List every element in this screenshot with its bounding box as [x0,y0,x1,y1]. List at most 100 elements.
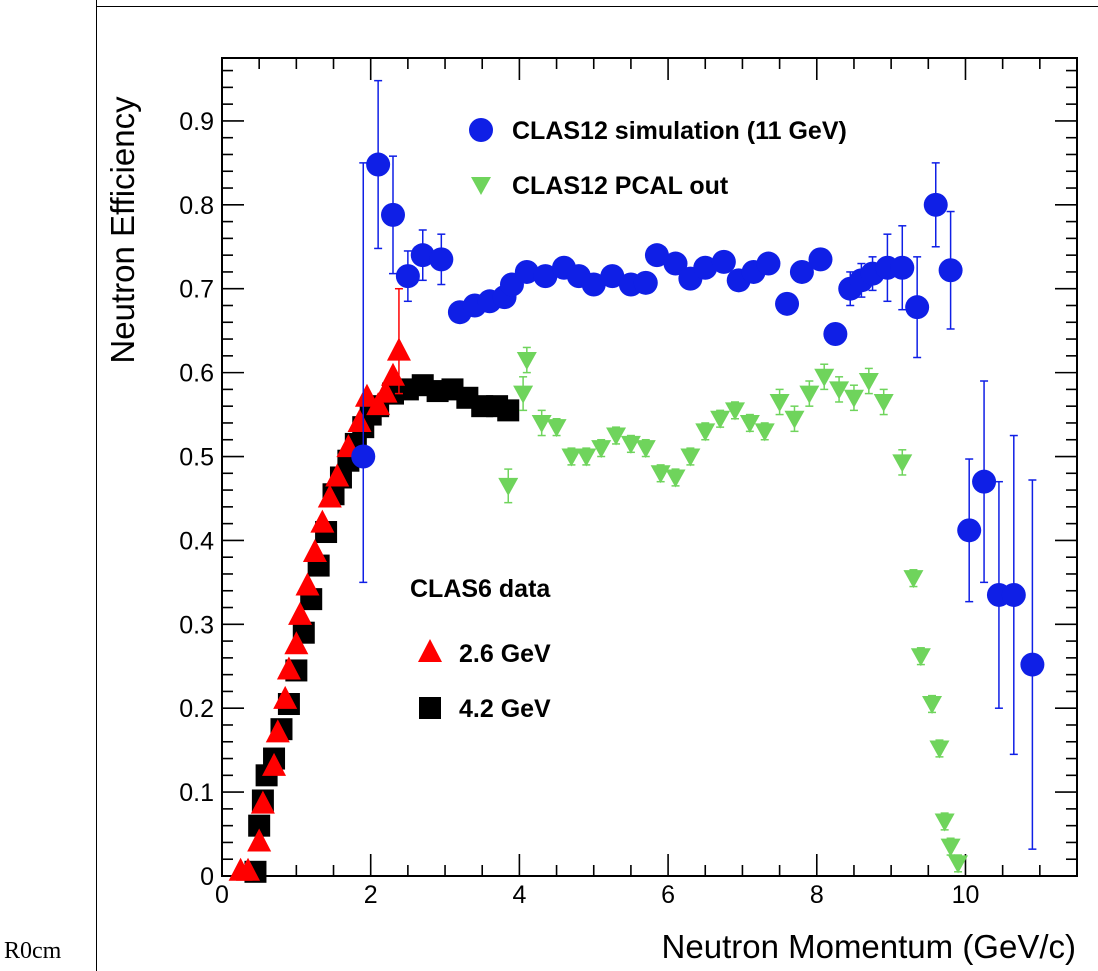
data-point [710,410,731,429]
data-point [695,423,716,442]
data-point [561,448,582,467]
data-point [929,740,950,759]
data-point [351,444,376,469]
data-point [799,385,820,404]
legend-marker [471,177,491,195]
data-point [711,249,736,274]
data-point [513,385,534,404]
y-tick-label: 0 [200,863,214,891]
data-point [514,259,539,284]
legend-label: CLAS12 PCAL out [512,172,729,200]
data-point [680,448,701,467]
data-point [302,538,327,562]
data-point [957,518,982,543]
data-point [890,255,915,280]
data-point [265,719,290,743]
data-marks [228,79,1045,883]
data-point [381,362,405,386]
data-point [576,448,597,467]
data-point [923,192,948,217]
figure-frame-top [96,6,1098,7]
data-point [784,410,805,429]
y-tick-label: 0.7 [179,276,214,304]
data-point [789,259,814,284]
legend-label: CLAS12 simulation (11 GeV) [512,117,847,145]
x-tick-label: 2 [364,881,378,909]
data-point [262,752,287,776]
data-point [843,389,864,408]
data-point [769,393,790,412]
data-point [739,414,760,433]
data-point [325,463,350,487]
data-point [922,696,943,715]
data-point [546,419,567,438]
data-point [317,484,342,508]
data-point [236,857,261,881]
data-point [581,272,606,297]
data-point [934,813,955,832]
data-point [725,402,745,421]
data-point [903,570,924,589]
legend-marker [418,639,442,662]
data-point [650,465,671,484]
data-point [823,322,848,347]
data-point [972,469,997,494]
data-point [775,291,800,316]
y-tick-label: 0.9 [179,108,214,136]
x-tick-label: 10 [952,881,980,909]
data-point [381,202,405,227]
data-point [284,631,309,655]
legend-title: CLAS6 data [410,575,551,603]
x-tick-label: 6 [661,881,675,909]
y-tick-label: 0.3 [179,611,214,639]
margin-text: R0cm [4,938,62,964]
legend-marker [469,118,493,142]
data-point [892,454,913,473]
data-point [395,264,420,289]
data-point [354,383,379,407]
data-point [247,828,272,852]
data-point [498,477,519,496]
data-point [858,373,879,392]
data-point [620,435,641,454]
data-point [756,251,781,276]
data-point [873,393,894,412]
data-point [940,838,961,857]
data-point [693,255,718,280]
series-triangle-up [228,287,411,881]
legend-label: 2.6 GeV [459,640,551,668]
x-tick-label: 0 [215,881,229,909]
axes: 0 2 4 6 8 10 0 0.1 0.2 0.3 0.4 0.5 0.6 0.7 0.8 0.9 [179,58,1078,909]
data-point [814,368,835,387]
data-point [663,251,688,276]
y-tick-label: 0.4 [179,527,214,555]
data-point [938,258,963,283]
legend-label: 4.2 GeV [459,695,551,723]
legend-top: CLAS12 simulation (11 GeV) CLAS12 PCAL ou… [469,117,847,200]
series-square [244,374,520,883]
data-point [276,656,301,680]
data-point [600,264,625,289]
y-tick-label: 0.1 [179,779,214,807]
y-axis-title: Neutron Efficiency [104,96,141,364]
data-point [366,392,391,416]
y-tick-label: 0.5 [179,444,214,472]
legend-bottom: CLAS6 data 2.6 GeV 4.2 GeV [410,575,551,723]
y-tick-label: 0.2 [179,695,214,723]
y-tick-label: 0.8 [179,192,214,220]
data-point [516,352,537,371]
data-point [347,408,372,432]
data-point [754,423,775,442]
series-triangle-down [498,346,969,874]
figure-frame-left [96,0,97,971]
data-point [606,427,627,446]
x-tick-label: 8 [810,881,824,909]
data-point [310,509,335,533]
y-tick-label: 0.6 [179,360,214,388]
data-point [633,270,658,295]
data-point [410,243,435,268]
data-point [591,440,612,459]
data-point [1020,652,1045,677]
legend-marker [419,697,441,719]
